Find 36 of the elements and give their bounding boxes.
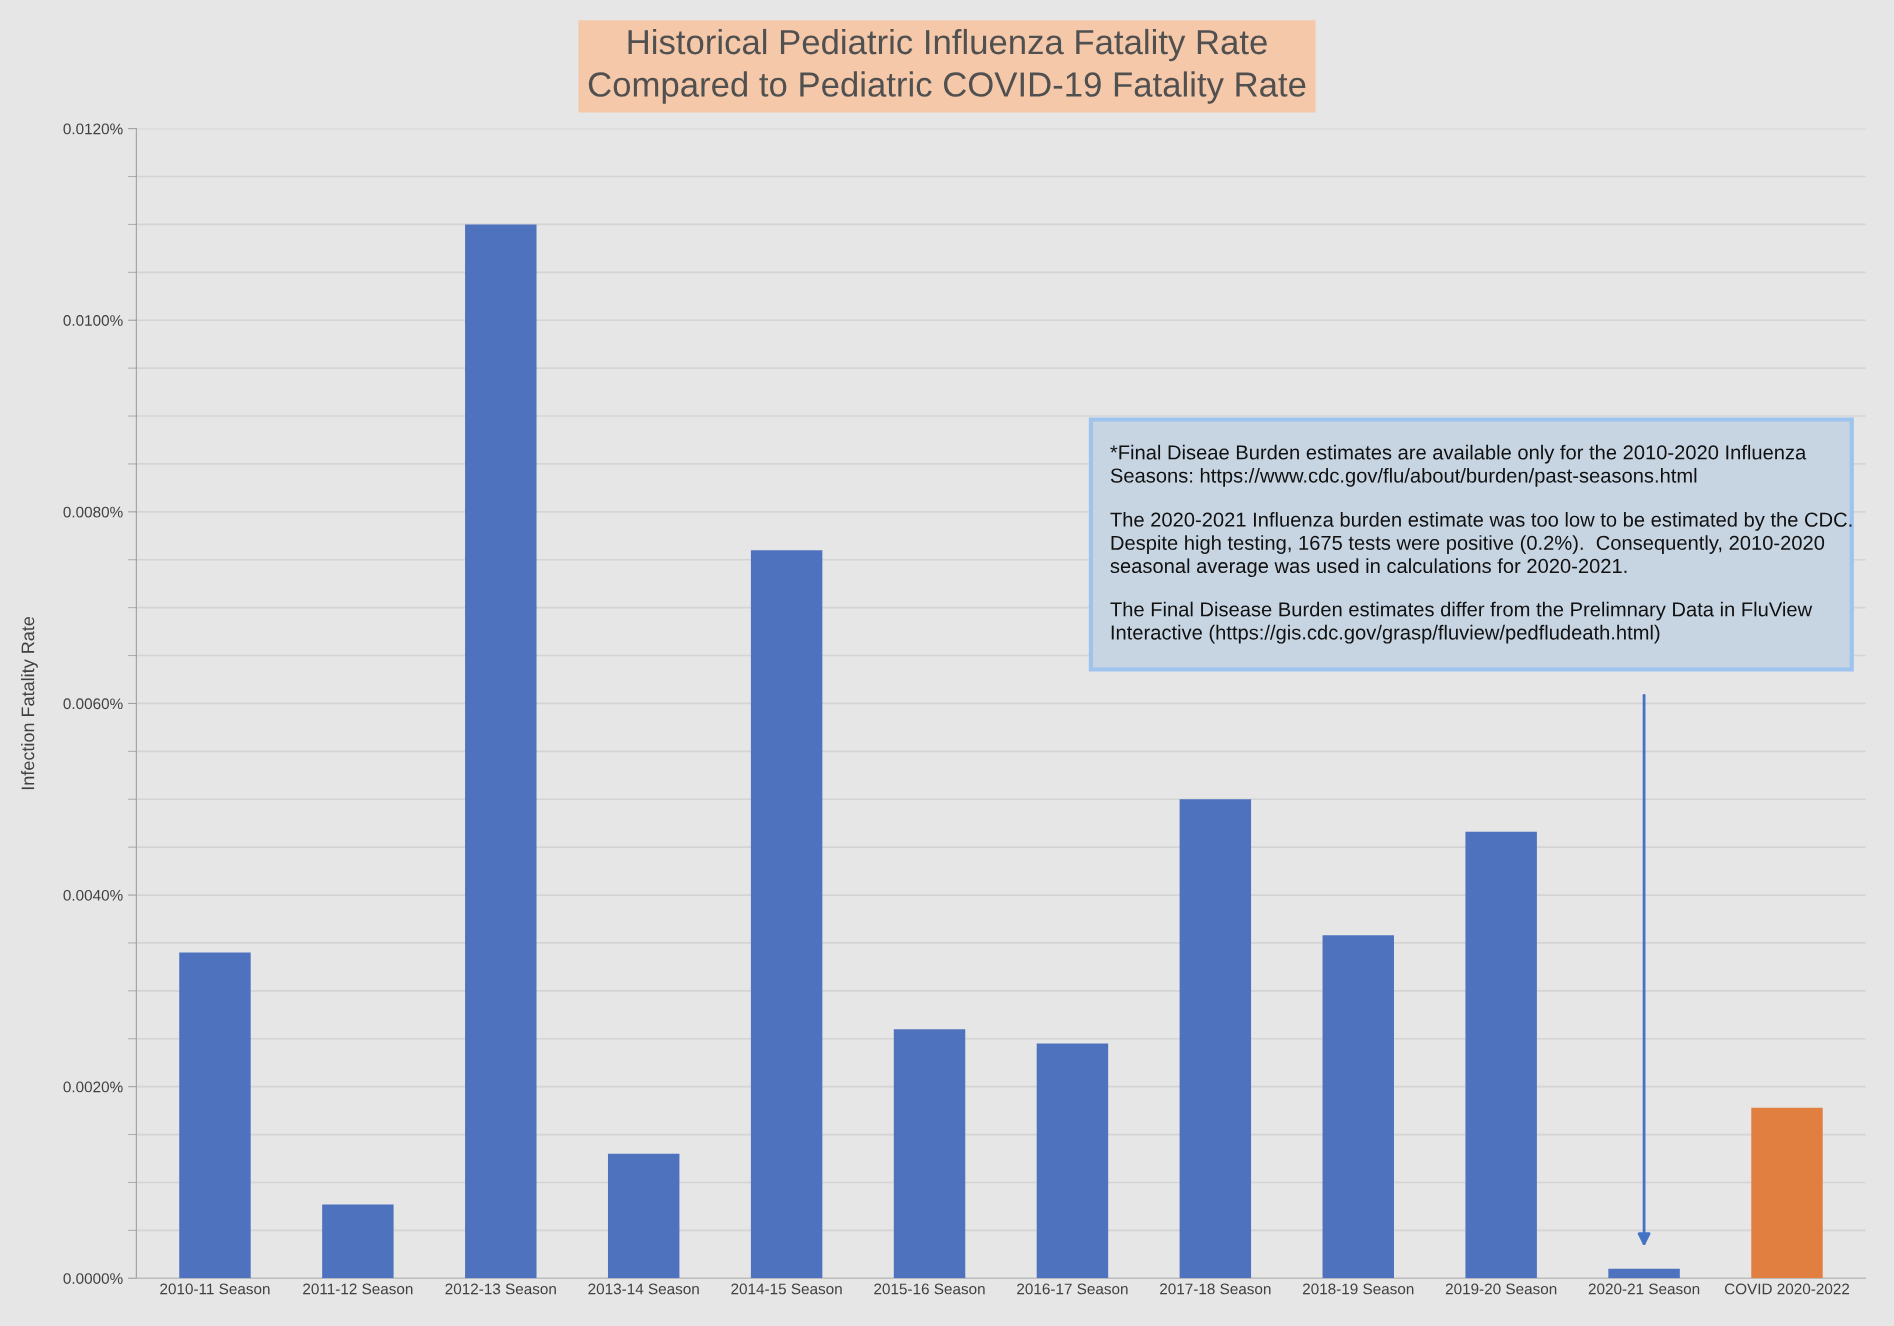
x-tick-label: COVID 2020-2022 <box>1724 1283 1850 1295</box>
annotation: The 2020-2021 Influenza burden estimate was too low to be estimated by the CDC. Despite high testing, 1675 tests were positive (0.2%). Consequently, 2010-2020 seasonal average was used in calculations for 2020-2021. <box>1110 512 1852 578</box>
y-tick-label: 0.0080% <box>63 506 123 518</box>
x-tick-label: 2018-19 Season <box>1302 1283 1414 1295</box>
x-tick-label: 2015-16 Season <box>874 1283 985 1295</box>
bar <box>893 1029 966 1279</box>
x-tick-label: 2011-12 Season <box>303 1283 413 1295</box>
x-tick-label: 2013-14 Season <box>588 1283 699 1295</box>
x-tick-label: 2016-17 Season <box>1017 1283 1128 1295</box>
bar <box>179 952 251 1279</box>
bar <box>750 550 823 1279</box>
x-tick-label: 2019-20 Season <box>1445 1283 1557 1295</box>
y-tick-label: 0.0100% <box>63 315 123 326</box>
bar <box>465 224 537 1279</box>
y-tick-label: 0.0060% <box>63 698 123 710</box>
x-tick-label: 2017-18 Season <box>1160 1283 1271 1295</box>
bar <box>1465 831 1537 1279</box>
x-tick-label: 2020-21 Season <box>1588 1283 1700 1295</box>
annotation: *Final Diseae Burden estimates are available only for the 2010-2020 Influenza Seasons: https://www.cdc.gov/flu/about/burden/past-seasons.html <box>1110 444 1807 487</box>
bar <box>1322 935 1394 1279</box>
bar <box>1179 799 1252 1279</box>
annotation: The Final Disease Burden estimates differ from the Prelimnary Data in FluView Interactive (https://gis.cdc.gov/grasp/fluview/pedfludeath.html) <box>1110 601 1813 644</box>
y-tick-label: 0.0120% <box>63 123 123 135</box>
bar <box>1751 1107 1823 1279</box>
x-tick-label: 2010-11 Season <box>160 1283 270 1295</box>
y-axis-title: Infection Fatality Rate <box>21 616 38 790</box>
x-tick-label: 2014-15 Season <box>731 1283 842 1295</box>
chart-title: Historical Pediatric Influenza Fatality Rate Compared to Pediatric COVID-19 Fatality Rate <box>588 28 1306 104</box>
bar <box>322 1204 394 1279</box>
y-tick-label: 0.0040% <box>63 889 123 901</box>
bar <box>607 1153 680 1279</box>
y-tick-label: 0.0000% <box>63 1273 123 1284</box>
x-tick-label: 2012-13 Season <box>445 1283 556 1295</box>
bar <box>1036 1043 1109 1279</box>
y-tick-label: 0.0020% <box>63 1081 123 1093</box>
bar <box>1608 1268 1680 1279</box>
